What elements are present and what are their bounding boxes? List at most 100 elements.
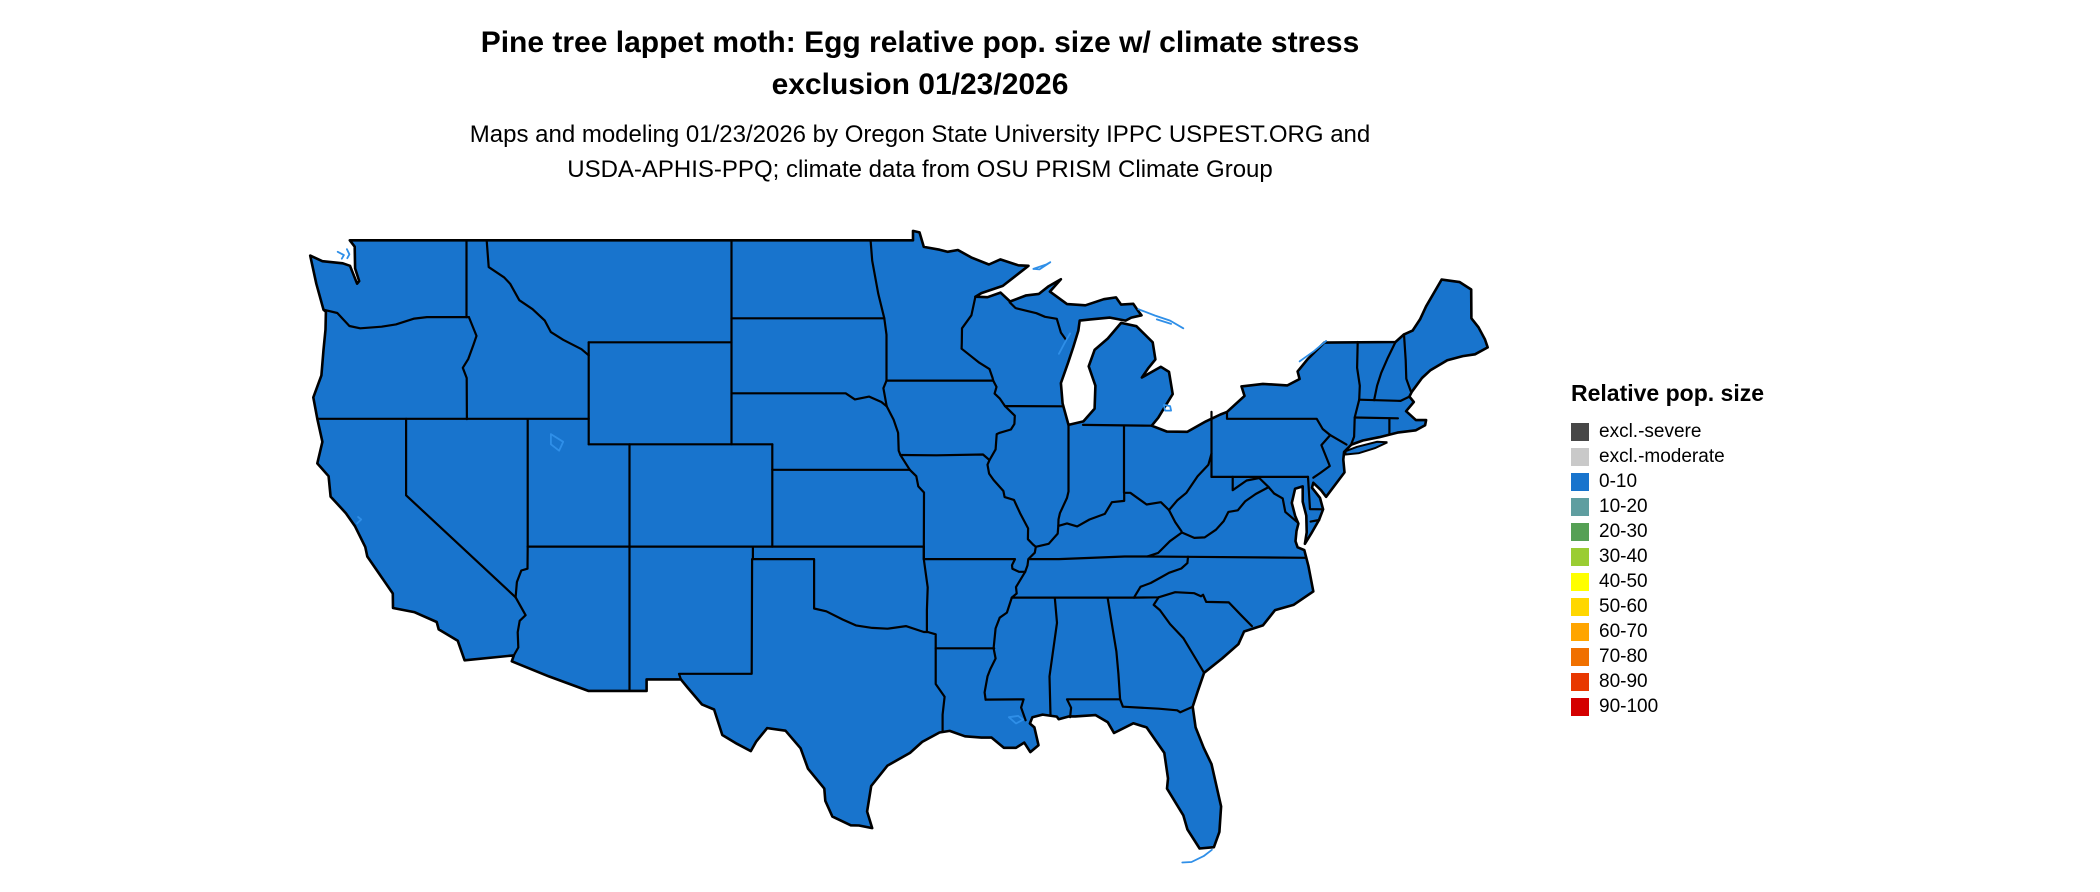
legend-swatch: [1571, 472, 1589, 491]
legend-swatch: [1571, 422, 1589, 441]
state-border-line: [514, 545, 529, 599]
state-border-line: [1306, 475, 1325, 511]
figure-title: Pine tree lappet moth: Egg relative pop.…: [0, 22, 1840, 106]
state-border-line: [960, 295, 1037, 701]
long-island: [1344, 440, 1388, 456]
legend-item-label: excl.-severe: [1599, 420, 1702, 442]
water-line: [1181, 848, 1213, 864]
legend-swatch: [1571, 647, 1589, 666]
legend-item: 70-80: [1571, 644, 1764, 669]
legend-item-label: 10-20: [1599, 495, 1648, 517]
state-border-line: [1225, 410, 1332, 437]
state-border-line: [882, 379, 888, 408]
state-border-line: [1373, 340, 1397, 402]
legend-item-label: 30-40: [1599, 545, 1648, 567]
state-border-line: [1106, 596, 1122, 701]
state-border-line: [1329, 434, 1348, 446]
water-line: [1298, 340, 1327, 363]
water-line: [1032, 261, 1052, 271]
state-border-line: [1186, 555, 1308, 559]
legend-item: 30-40: [1571, 544, 1764, 569]
state-border-line: [1312, 434, 1332, 479]
state-border-line: [512, 596, 527, 657]
state-border-line: [730, 392, 888, 408]
us-land: [308, 229, 1489, 850]
water-lines: [336, 248, 1327, 864]
legend-swatch: [1571, 547, 1589, 566]
state-border-line: [751, 545, 929, 634]
state-border-line: [1057, 423, 1070, 527]
legend-item: 60-70: [1571, 619, 1764, 644]
legend-item: 20-30: [1571, 519, 1764, 544]
legend-item: excl.-moderate: [1571, 444, 1764, 469]
state-border-line: [1402, 333, 1412, 393]
water-line: [356, 516, 363, 525]
state-border-line: [984, 698, 1027, 722]
legend-item-label: 20-30: [1599, 520, 1648, 542]
legend-swatch: [1571, 572, 1589, 591]
water-line: [1008, 715, 1025, 725]
legend-item: excl.-severe: [1571, 419, 1764, 444]
legend-swatch: [1571, 697, 1589, 716]
figure-title-line1: Pine tree lappet moth: Egg relative pop.…: [480, 26, 1360, 59]
legend-swatch: [1571, 497, 1589, 516]
state-border-line: [1132, 555, 1190, 599]
legend-item-label: 60-70: [1599, 620, 1648, 642]
state-border-line: [461, 316, 478, 421]
figure-title-line2: exclusion 01/23/2026: [771, 68, 1069, 101]
state-border-line: [1358, 395, 1411, 402]
state-border-line: [1309, 518, 1321, 523]
state-border-line: [899, 453, 991, 462]
state-border-line: [869, 239, 888, 382]
legend-swatch: [1571, 522, 1589, 541]
figure-subtitle-line1: Maps and modeling 01/23/2026 by Oregon S…: [469, 121, 1371, 148]
figure-header: Pine tree lappet moth: Egg relative pop.…: [0, 22, 1840, 188]
legend-item-label: 80-90: [1599, 670, 1648, 692]
figure-subtitle-line2: USDA-APHIS-PPQ; climate data from OSU PR…: [567, 155, 1273, 183]
legend-item: 0-10: [1571, 469, 1764, 494]
state-border-line: [1048, 596, 1059, 717]
state-border-line: [1008, 301, 1068, 341]
legend-swatch: [1571, 672, 1589, 691]
state-border-line: [1132, 591, 1253, 628]
legend-item: 90-100: [1571, 694, 1764, 719]
legend-item: 40-50: [1571, 569, 1764, 594]
water-line: [1058, 332, 1071, 355]
state-border-line: [922, 545, 929, 634]
legend-item-label: 90-100: [1599, 695, 1659, 717]
state-border-line: [1034, 491, 1171, 548]
legend-item-label: 0-10: [1599, 470, 1638, 492]
legend-item-label: 70-80: [1599, 645, 1648, 667]
water-line: [550, 433, 565, 452]
legend-swatch: [1571, 597, 1589, 616]
state-border-line: [908, 468, 926, 561]
state-border-line: [1353, 416, 1399, 420]
state-border-line: [322, 308, 470, 330]
legend-item: 50-60: [1571, 594, 1764, 619]
state-border-line: [405, 417, 517, 599]
legend-items: excl.-severe excl.-moderate 0-10 10-20 20-30…: [1571, 419, 1764, 719]
state-border-line: [926, 630, 946, 732]
legend-item: 10-20: [1571, 494, 1764, 519]
water-line: [1163, 403, 1172, 412]
state-border-line: [1350, 398, 1361, 445]
state-border-line: [1028, 555, 1190, 561]
legend-swatch: [1571, 447, 1589, 466]
state-border-line: [1081, 423, 1153, 427]
figure-subtitle: Maps and modeling 01/23/2026 by Oregon S…: [0, 118, 1840, 188]
state-border-line: [485, 239, 590, 357]
legend-item-label: excl.-moderate: [1599, 445, 1725, 467]
state-border-line: [1356, 340, 1361, 401]
state-border-line: [922, 558, 1027, 573]
legend-item: 80-90: [1571, 669, 1764, 694]
state-border-line: [1180, 486, 1270, 539]
state-border-line: [677, 558, 754, 681]
state-border-line: [1152, 596, 1206, 674]
state-borders: [316, 239, 1412, 732]
water-line: [1137, 308, 1185, 330]
state-border-line: [1065, 698, 1194, 719]
legend-swatch: [1571, 622, 1589, 641]
map-legend: Relative pop. size excl.-severe excl.-mod…: [1571, 380, 1764, 719]
water-line: [1155, 318, 1172, 325]
